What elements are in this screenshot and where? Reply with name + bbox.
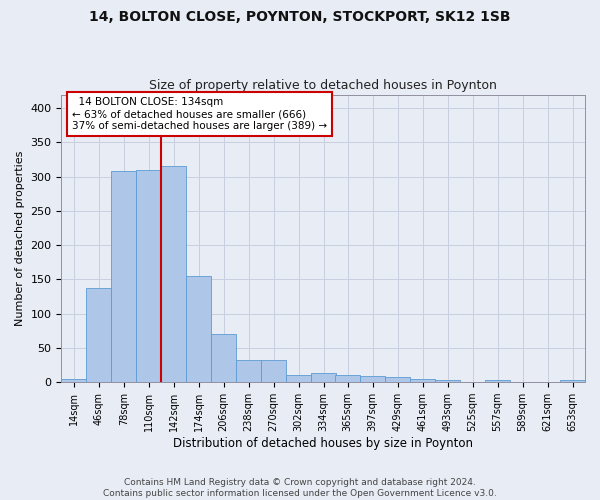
Bar (161, 166, 186, 382)
Bar (236, 360, 261, 382)
Bar (385, 378, 410, 382)
Text: 14, BOLTON CLOSE, POYNTON, STOCKPORT, SK12 1SB: 14, BOLTON CLOSE, POYNTON, STOCKPORT, SK… (89, 10, 511, 24)
Text: 14 BOLTON CLOSE: 134sqm  
← 63% of detached houses are smaller (666)
37% of semi: 14 BOLTON CLOSE: 134sqm ← 63% of detache… (72, 98, 327, 130)
X-axis label: Distribution of detached houses by size in Poynton: Distribution of detached houses by size … (173, 437, 473, 450)
Bar (261, 360, 286, 382)
Bar (211, 334, 236, 382)
Bar (560, 380, 585, 382)
Bar (286, 374, 311, 382)
Title: Size of property relative to detached houses in Poynton: Size of property relative to detached ho… (149, 79, 497, 92)
Bar (311, 374, 336, 382)
Bar (86, 288, 112, 382)
Bar (335, 374, 360, 382)
Text: Contains HM Land Registry data © Crown copyright and database right 2024.
Contai: Contains HM Land Registry data © Crown c… (103, 478, 497, 498)
Bar (112, 172, 136, 382)
Bar (360, 376, 385, 382)
Y-axis label: Number of detached properties: Number of detached properties (15, 150, 25, 326)
Bar (410, 380, 435, 382)
Bar (186, 276, 211, 382)
Bar (136, 170, 161, 382)
Bar (485, 380, 510, 382)
Bar (61, 380, 86, 382)
Bar (435, 380, 460, 382)
